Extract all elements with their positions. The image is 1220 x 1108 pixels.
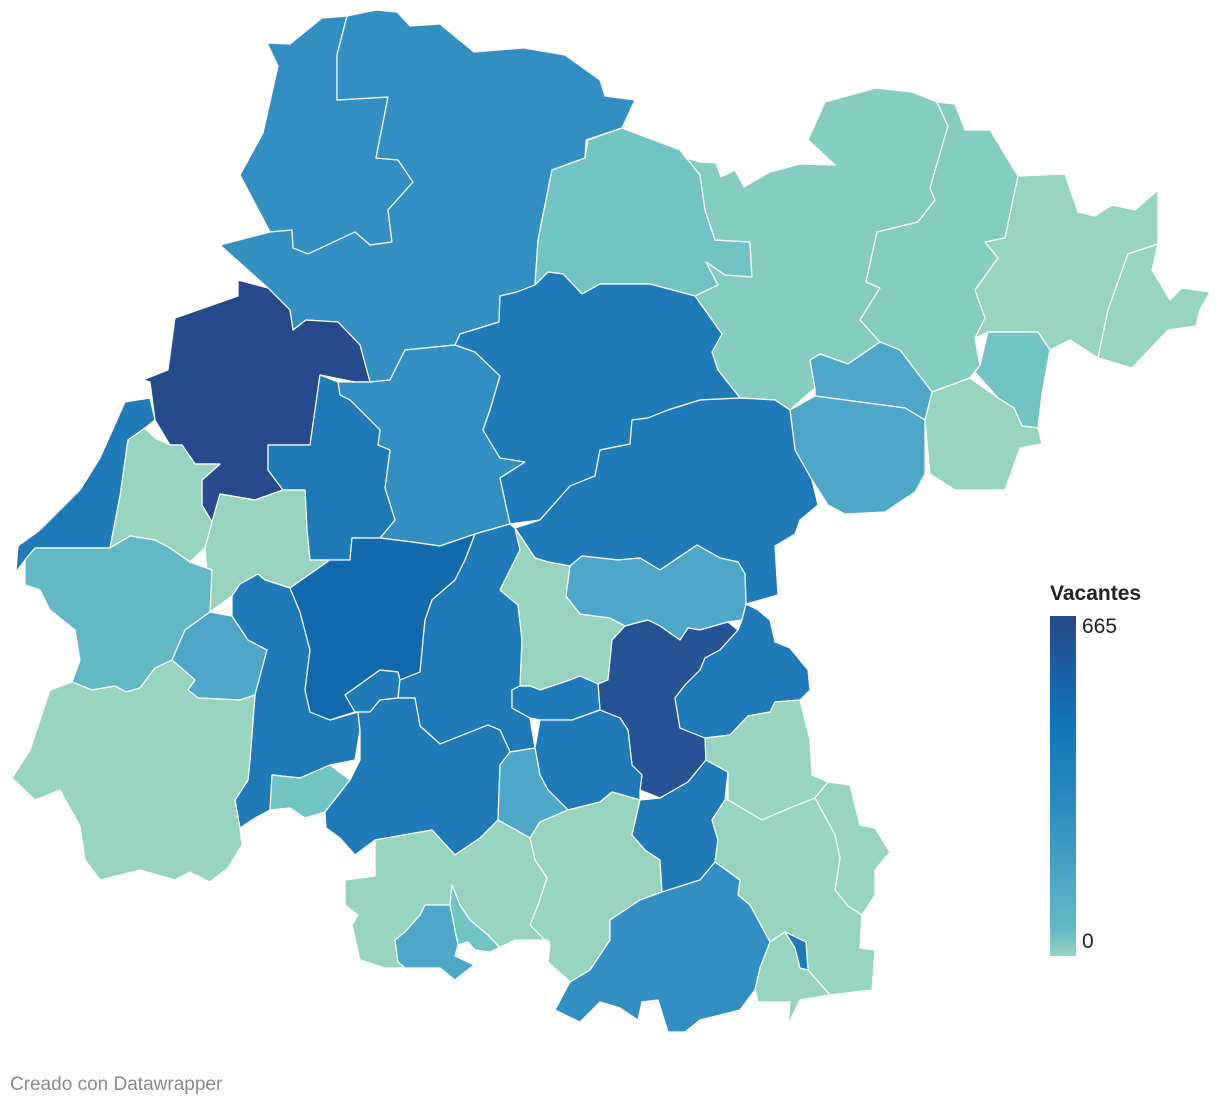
region[interactable] xyxy=(784,931,809,971)
region[interactable] xyxy=(565,544,747,641)
region[interactable] xyxy=(974,173,1159,359)
credit-text: Creado con Datawrapper xyxy=(10,1074,223,1095)
region[interactable] xyxy=(554,861,771,1033)
legend-max-label: 665 xyxy=(1082,615,1118,638)
region[interactable] xyxy=(1097,243,1211,369)
legend-color-bar xyxy=(1050,616,1076,956)
region[interactable] xyxy=(809,341,933,421)
legend-title: Vacantes xyxy=(1050,582,1142,605)
legend-min-label: 0 xyxy=(1082,930,1094,953)
region[interactable] xyxy=(924,377,1043,491)
region[interactable] xyxy=(394,904,475,981)
region[interactable] xyxy=(11,659,256,883)
